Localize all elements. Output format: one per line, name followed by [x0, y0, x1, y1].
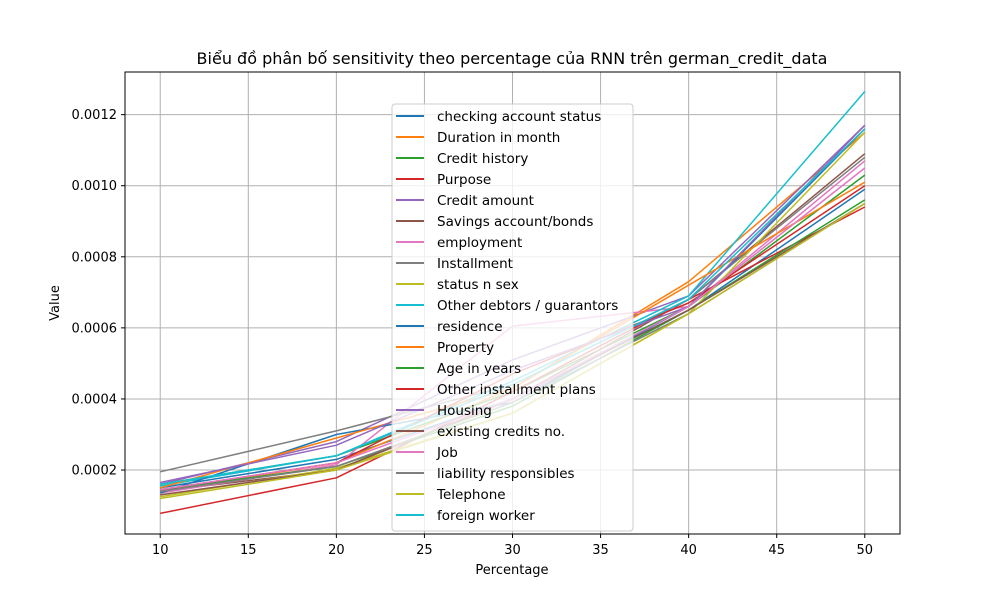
y-tick-label: 0.0010: [72, 179, 118, 194]
legend-label: liability responsibles: [437, 466, 575, 482]
x-tick-label: 35: [592, 543, 609, 558]
x-tick-label: 10: [152, 543, 169, 558]
y-tick-label: 0.0012: [72, 108, 118, 123]
x-tick-label: 30: [504, 543, 521, 558]
y-tick-label: 0.0002: [72, 464, 118, 479]
legend-box: [391, 103, 634, 532]
legend-label: Other installment plans: [437, 382, 596, 398]
legend-label: Age in years: [437, 361, 521, 377]
legend-label: Property: [437, 340, 494, 356]
legend-label: employment: [437, 235, 522, 251]
x-axis-label: Percentage: [475, 563, 548, 578]
legend-label: checking account status: [437, 109, 601, 125]
legend-label: Housing: [437, 403, 492, 419]
x-tick-label: 25: [416, 543, 433, 558]
x-tick-label: 45: [768, 543, 785, 558]
legend-label: Purpose: [437, 172, 491, 188]
x-tick-label: 20: [328, 543, 345, 558]
y-axis-label: Value: [48, 285, 63, 321]
legend-label: Job: [436, 445, 458, 461]
legend-label: residence: [437, 319, 503, 335]
x-tick-label: 40: [680, 543, 697, 558]
x-tick-label: 50: [856, 543, 873, 558]
legend-label: Other debtors / guarantors: [437, 298, 618, 314]
legend-label: status n sex: [437, 277, 519, 293]
y-tick-label: 0.0004: [72, 392, 118, 407]
y-tick-label: 0.0006: [72, 321, 118, 336]
x-tick-label: 15: [240, 543, 257, 558]
chart-title: Biểu đồ phân bố sensitivity theo percent…: [197, 49, 828, 69]
legend-label: foreign worker: [437, 508, 535, 524]
legend-label: Telephone: [436, 487, 506, 503]
legend-label: Installment: [437, 256, 513, 272]
y-tick-label: 0.0008: [72, 250, 118, 265]
legend-label: Duration in month: [437, 130, 560, 146]
legend-label: existing credits no.: [437, 424, 565, 440]
legend-label: Savings account/bonds: [437, 214, 593, 230]
axis-ticks: 10 15 20 25 30 35 40 45 50 0.0002 0.0004 0.0006 0.00…: [72, 108, 874, 558]
legend: checking account status Duration in month…: [391, 103, 634, 532]
legend-label: Credit amount: [437, 193, 534, 209]
legend-label: Credit history: [437, 151, 528, 167]
